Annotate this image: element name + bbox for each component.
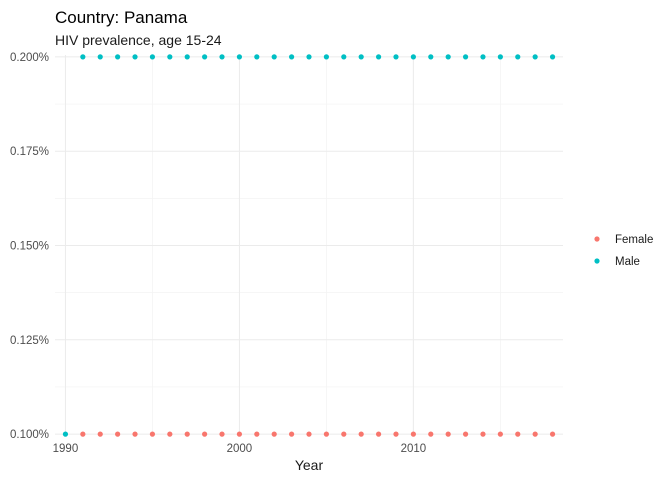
data-point — [497, 431, 503, 437]
data-point — [236, 431, 243, 437]
data-point — [480, 431, 486, 437]
y-axis-ticks: 0.100% 0.125% 0.150% 0.175% 0.200% — [10, 52, 49, 441]
data-point — [271, 431, 277, 437]
y-tick-label: 0.200% — [10, 52, 49, 64]
data-point — [306, 431, 312, 437]
data-point — [549, 431, 556, 437]
data-point — [62, 431, 69, 437]
data-point — [358, 431, 364, 437]
data-point — [410, 54, 416, 60]
data-point — [445, 431, 451, 437]
data-point — [306, 54, 312, 60]
x-axis-title: Year — [295, 457, 324, 473]
chart-subtitle: HIV prevalence, age 15-24 — [55, 32, 222, 48]
data-points — [62, 54, 556, 437]
legend-label-male: Male — [615, 256, 640, 268]
data-point — [515, 431, 521, 437]
data-point — [167, 54, 173, 60]
data-point — [428, 431, 434, 437]
data-point — [289, 431, 295, 437]
y-tick-label: 0.150% — [10, 241, 49, 253]
data-point — [167, 431, 173, 437]
y-tick-label: 0.100% — [10, 429, 49, 441]
series-male — [62, 54, 556, 437]
legend-key-male — [594, 258, 600, 264]
legend-label-female: Female — [615, 234, 653, 246]
x-tick-label: 2000 — [227, 443, 253, 455]
data-point — [289, 54, 295, 60]
data-point — [375, 431, 382, 437]
chart-title: Country: Panama — [55, 8, 188, 27]
data-point — [375, 54, 382, 60]
legend: Female Male — [594, 234, 653, 268]
legend-key-female — [594, 236, 600, 242]
data-point — [393, 54, 399, 60]
data-point — [184, 431, 190, 437]
data-point — [323, 431, 329, 437]
data-point — [549, 54, 556, 60]
data-point — [393, 431, 399, 437]
x-tick-label: 2010 — [401, 443, 427, 455]
data-point — [97, 54, 103, 60]
data-point — [532, 431, 538, 437]
data-point — [149, 54, 156, 60]
data-point — [254, 54, 260, 60]
data-point — [445, 54, 451, 60]
data-point — [462, 431, 469, 437]
x-tick-label: 1990 — [53, 443, 79, 455]
data-point — [219, 54, 225, 60]
grid — [55, 55, 563, 436]
data-point — [115, 54, 121, 60]
data-point — [341, 431, 347, 437]
data-point — [132, 431, 138, 437]
data-point — [497, 54, 503, 60]
data-point — [219, 431, 225, 437]
data-point — [271, 54, 277, 60]
x-axis-ticks: 1990 2000 2010 — [53, 443, 427, 455]
data-point — [532, 54, 538, 60]
data-point — [515, 54, 521, 60]
data-point — [358, 54, 364, 60]
data-point — [428, 54, 434, 60]
data-point — [236, 54, 243, 60]
data-point — [202, 431, 208, 437]
y-tick-label: 0.175% — [10, 146, 49, 158]
data-point — [480, 54, 486, 60]
data-point — [149, 431, 156, 437]
data-point — [80, 54, 86, 60]
data-point — [97, 431, 103, 437]
data-point — [202, 54, 208, 60]
data-point — [410, 431, 416, 437]
y-tick-label: 0.125% — [10, 335, 49, 347]
data-point — [132, 54, 138, 60]
data-point — [254, 431, 260, 437]
data-point — [341, 54, 347, 60]
data-point — [80, 431, 86, 437]
data-point — [184, 54, 190, 60]
series-female — [80, 431, 556, 437]
data-point — [115, 431, 121, 437]
data-point — [323, 54, 329, 60]
data-point — [462, 54, 469, 60]
